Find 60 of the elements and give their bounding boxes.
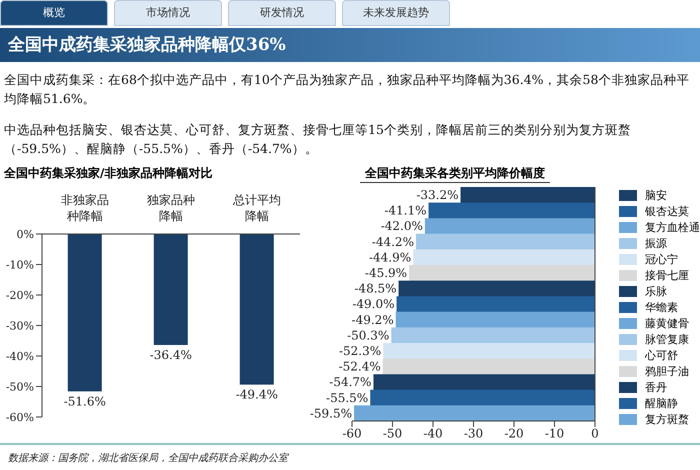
data-label: -52.3% [338, 344, 382, 358]
data-label: -49.4% [236, 388, 278, 402]
chart-title: 全国中药集采各类别平均降价幅度 [360, 165, 550, 183]
y-tick-label: 0% [16, 228, 34, 241]
category-label: 香丹 [645, 380, 667, 394]
data-label: -49.2% [352, 312, 394, 327]
data-label: -54.7% [329, 375, 372, 390]
x-tick-label: 独家品种降幅 [147, 193, 195, 223]
data-label: -33.2% [416, 188, 459, 202]
category-label: 复方血栓通 [645, 220, 700, 234]
category-label: 乐脉 [645, 284, 667, 298]
x-tick-label: -40 [423, 426, 443, 441]
x-tick-label: 0 [591, 426, 599, 441]
data-label: -49.0% [352, 297, 395, 312]
category-label: 华蟾素 [645, 300, 678, 314]
text: 全国中成药集采独家品种降幅仅36% [0, 28, 700, 62]
category-label: 脉管复康 [645, 332, 689, 346]
text: 研发情况 [228, 0, 336, 26]
x-tick-label: -50 [382, 426, 402, 441]
text: 市场情况 [114, 0, 222, 26]
source-note: 数据来源：国务院，湖北省医保局，全国中成药联合采购办公室 [0, 443, 700, 465]
x-tick-label: -10 [544, 426, 564, 441]
text: 全国中成药集采：在68个拟中选产品中，有10个产品为独家产品，独家品种平均降幅为36.4%，其余58个非独家品种平均降幅51.6%。 [4, 71, 690, 108]
data-label: -50.3% [347, 328, 390, 342]
data-label: -52.4% [338, 360, 381, 374]
data-label: -59.5% [310, 406, 352, 420]
category-label: 鸦胆子油 [645, 364, 689, 378]
category-label: 银杏达莫 [645, 204, 689, 218]
category-label: 脑安 [645, 188, 667, 202]
text: 未来发展趋势 [342, 0, 450, 26]
category-label: 藤黄健骨 [645, 316, 689, 330]
x-tick-label: -60 [342, 426, 362, 441]
category-label: 醒脑静 [645, 396, 678, 410]
data-label: -55.5% [326, 390, 368, 405]
y-tick-label: -40% [6, 350, 34, 363]
category-label: 振源 [645, 236, 667, 250]
category-label: 复方斑蝥 [645, 412, 689, 426]
category-label: 心可舒 [645, 348, 678, 362]
x-tick-label: 非独家品种降幅 [61, 193, 109, 223]
data-label: -42.0% [380, 219, 423, 234]
data-label: -51.6% [64, 394, 106, 408]
data-label: -45.9% [364, 266, 408, 280]
data-label: -44.2% [372, 234, 414, 249]
y-tick-label: -50% [6, 380, 34, 394]
category-label: 冠心宁 [645, 252, 678, 266]
text: 中选品种包括脑安、银杏达莫、心可舒、复方斑蝥、接骨七厘等15个类别，降幅居前三的类别分别为复方斑蝥（-59.5%）、醒脑静（-55.5%）、香丹（-54.7%）。 [4, 121, 632, 158]
category-label: 接骨七厘 [645, 268, 689, 282]
x-tick-label: -30 [464, 426, 484, 441]
x-tick-label: -20 [504, 426, 524, 441]
data-label: -41.1% [384, 204, 427, 218]
y-tick-label: -20% [6, 288, 34, 302]
y-tick-label: -10% [6, 258, 34, 272]
data-label: -48.5% [354, 282, 397, 296]
y-tick-label: -60% [6, 410, 34, 424]
x-tick-label: 总计平均降幅 [232, 193, 281, 223]
data-label: -44.9% [368, 250, 412, 264]
data-label: -36.4% [150, 348, 192, 362]
y-tick-label: -30% [6, 319, 34, 332]
chart-title: 全国中药集采独家/非独家品种降幅对比 [3, 165, 214, 182]
text: 概览 [0, 0, 108, 26]
